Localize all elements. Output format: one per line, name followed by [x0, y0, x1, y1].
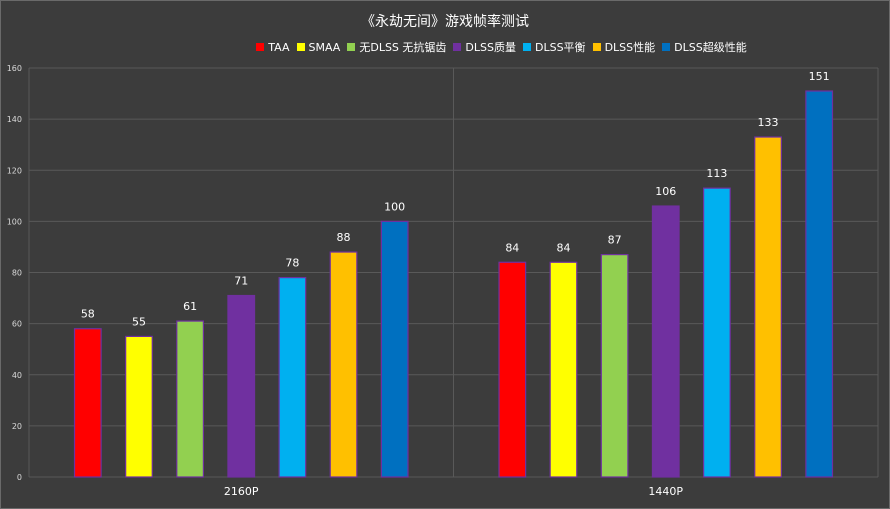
bar [73, 328, 102, 478]
bar [380, 220, 409, 478]
x-category-label: 1440P [648, 485, 683, 498]
data-label: 55 [132, 315, 146, 328]
data-label: 133 [758, 116, 779, 129]
legend-item: 无DLSS 无抗锯齿 [347, 39, 446, 55]
legend-swatch [592, 43, 601, 51]
legend-item: DLSS质量 [453, 39, 516, 55]
bar [329, 251, 358, 478]
legend-label: TAA [268, 40, 290, 54]
data-label: 58 [81, 308, 95, 321]
legend-label: DLSS超级性能 [674, 41, 747, 54]
x-category-label: 2160P [224, 485, 259, 498]
data-label: 88 [337, 231, 351, 244]
bar [600, 254, 629, 478]
legend-label: DLSS平衡 [534, 41, 586, 54]
bar [549, 261, 578, 478]
y-tick-label: 20 [12, 422, 22, 431]
legend-swatch [296, 43, 305, 51]
bar [125, 335, 153, 478]
bar [227, 294, 256, 478]
legend-swatch [522, 43, 531, 51]
y-tick-label: 40 [12, 371, 22, 380]
data-label: 106 [655, 185, 676, 198]
bar [498, 261, 527, 478]
bar [278, 277, 307, 478]
y-tick-label: 80 [12, 269, 22, 278]
bar [702, 187, 731, 478]
data-label: 84 [505, 241, 519, 254]
legend-label: SMAA [308, 40, 341, 54]
data-label: 87 [608, 234, 622, 247]
data-label: 113 [706, 167, 727, 180]
legend-item: TAA [256, 39, 290, 55]
chart-title: 《永劫无间》游戏帧率测试 [361, 14, 529, 30]
legend-item: DLSS性能 [592, 39, 656, 55]
bar [805, 90, 834, 478]
legend-label: DLSS性能 [604, 41, 656, 54]
legend-label: 无DLSS 无抗锯齿 [359, 41, 447, 54]
legend-swatch [347, 43, 356, 51]
bar [754, 136, 782, 478]
data-label: 151 [809, 70, 830, 83]
y-tick-label: 120 [7, 166, 22, 175]
y-tick-label: 60 [12, 320, 22, 329]
legend-item: DLSS超级性能 [662, 39, 747, 55]
y-tick-label: 0 [17, 473, 22, 482]
data-label: 61 [183, 300, 197, 313]
data-label: 100 [384, 200, 405, 213]
data-label: 71 [234, 275, 248, 288]
bar [651, 205, 680, 478]
legend-swatch [662, 43, 671, 51]
y-tick-label: 160 [7, 64, 22, 73]
y-tick-label: 140 [7, 115, 22, 124]
data-label: 78 [285, 257, 299, 270]
legend-label: DLSS质量 [465, 41, 516, 54]
data-label: 84 [556, 241, 570, 254]
y-tick-label: 100 [7, 217, 22, 226]
legend-swatch [256, 43, 265, 51]
legend-item: DLSS平衡 [522, 39, 586, 55]
legend-item: SMAA [296, 39, 341, 55]
legend-swatch [453, 43, 462, 51]
bar [176, 320, 205, 478]
chart-legend: TAA SMAA 无DLSS 无抗锯齿 DLSS质量 DLSS平衡 DLSS性能 DLSS超… [0, 39, 890, 55]
